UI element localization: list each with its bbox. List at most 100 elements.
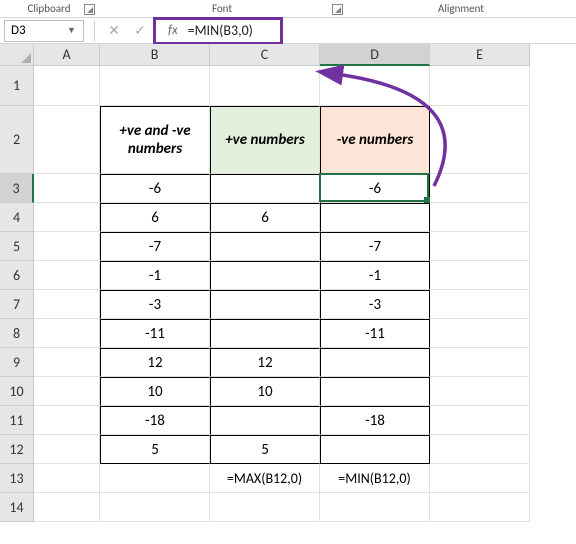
cell[interactable] [430, 290, 530, 319]
cell[interactable] [320, 435, 430, 464]
row-header[interactable]: 13 [0, 464, 34, 493]
cell[interactable] [34, 174, 100, 203]
cell[interactable]: -18 [320, 406, 430, 435]
cell[interactable]: 12 [100, 348, 210, 377]
cell[interactable] [34, 66, 100, 106]
cell[interactable]: =MAX(B12,0) [210, 464, 320, 493]
cell[interactable] [320, 66, 430, 106]
cell[interactable] [430, 493, 530, 522]
row-header[interactable]: 14 [0, 493, 34, 522]
cell[interactable] [210, 232, 320, 261]
cell[interactable]: -3 [320, 290, 430, 319]
cell[interactable] [430, 203, 530, 232]
dialog-launcher-icon[interactable] [332, 4, 343, 15]
ribbon-alignment-label: Alignment [346, 2, 576, 15]
row-header[interactable]: 4 [0, 203, 34, 232]
row-header[interactable]: 10 [0, 377, 34, 406]
cell[interactable] [34, 348, 100, 377]
cell[interactable] [34, 106, 100, 174]
cell[interactable] [34, 435, 100, 464]
cancel-icon[interactable]: ✕ [104, 21, 124, 41]
cell[interactable] [430, 377, 530, 406]
row-header[interactable]: 7 [0, 290, 34, 319]
cell[interactable] [210, 319, 320, 348]
cell[interactable] [320, 203, 430, 232]
cell[interactable] [430, 261, 530, 290]
cell[interactable] [320, 348, 430, 377]
cell[interactable]: -6 [100, 174, 210, 203]
cell[interactable] [34, 290, 100, 319]
cell[interactable]: -1 [100, 261, 210, 290]
cell[interactable] [100, 66, 210, 106]
cell[interactable] [430, 406, 530, 435]
cell[interactable] [430, 464, 530, 493]
column-header[interactable]: B [100, 44, 210, 66]
formula-input[interactable] [188, 22, 278, 39]
cell[interactable]: -11 [320, 319, 430, 348]
select-all-corner[interactable] [0, 44, 34, 66]
cell[interactable]: -18 [100, 406, 210, 435]
row-header[interactable]: 11 [0, 406, 34, 435]
cell[interactable] [430, 66, 530, 106]
column-header[interactable]: D [320, 44, 430, 66]
cell[interactable] [34, 493, 100, 522]
cell[interactable] [430, 174, 530, 203]
cell[interactable] [210, 290, 320, 319]
cell[interactable] [34, 377, 100, 406]
formula-bar: D3 ▼ ✕ ✓ fx [0, 18, 576, 44]
column-header[interactable]: C [210, 44, 320, 66]
column-header[interactable]: A [34, 44, 100, 66]
cell[interactable] [430, 348, 530, 377]
cell[interactable] [34, 261, 100, 290]
cell[interactable]: -6 [320, 174, 430, 203]
cell[interactable]: 5 [100, 435, 210, 464]
cell[interactable]: -3 [100, 290, 210, 319]
cell[interactable] [210, 406, 320, 435]
cell[interactable] [430, 106, 530, 174]
cell[interactable]: 6 [100, 203, 210, 232]
row-header[interactable]: 2 [0, 106, 34, 174]
cell[interactable] [430, 319, 530, 348]
cell[interactable] [34, 319, 100, 348]
name-box[interactable]: D3 ▼ [4, 20, 84, 42]
cell[interactable] [34, 203, 100, 232]
cell[interactable] [210, 66, 320, 106]
cell[interactable] [100, 464, 210, 493]
dialog-launcher-icon[interactable] [84, 4, 95, 15]
row-header[interactable]: 1 [0, 66, 34, 106]
cell[interactable]: 6 [210, 203, 320, 232]
cell[interactable]: 10 [100, 377, 210, 406]
cell[interactable]: -7 [320, 232, 430, 261]
row-header[interactable]: 12 [0, 435, 34, 464]
row-header[interactable]: 9 [0, 348, 34, 377]
cell[interactable] [210, 493, 320, 522]
cell[interactable]: +ve and -ve numbers [100, 106, 210, 174]
cell[interactable] [100, 493, 210, 522]
fx-icon[interactable]: fx [158, 23, 188, 38]
cell[interactable] [34, 232, 100, 261]
cell[interactable] [210, 174, 320, 203]
row-header[interactable]: 3 [0, 174, 34, 203]
cell[interactable] [34, 406, 100, 435]
cell[interactable] [320, 493, 430, 522]
cell[interactable] [34, 464, 100, 493]
chevron-down-icon[interactable]: ▼ [67, 25, 77, 36]
row-header[interactable]: 5 [0, 232, 34, 261]
row-header[interactable]: 8 [0, 319, 34, 348]
cell[interactable]: 5 [210, 435, 320, 464]
cell[interactable]: -11 [100, 319, 210, 348]
cell[interactable]: -7 [100, 232, 210, 261]
cell[interactable] [430, 435, 530, 464]
enter-icon[interactable]: ✓ [130, 21, 150, 41]
column-header[interactable]: E [430, 44, 530, 66]
cell[interactable]: =MIN(B12,0) [320, 464, 430, 493]
cell[interactable]: 12 [210, 348, 320, 377]
cell[interactable]: 10 [210, 377, 320, 406]
cell[interactable] [320, 377, 430, 406]
cell[interactable] [210, 261, 320, 290]
cell[interactable]: -ve numbers [320, 106, 430, 174]
row-header[interactable]: 6 [0, 261, 34, 290]
cell[interactable] [430, 232, 530, 261]
cell[interactable]: -1 [320, 261, 430, 290]
cell[interactable]: +ve numbers [210, 106, 320, 174]
